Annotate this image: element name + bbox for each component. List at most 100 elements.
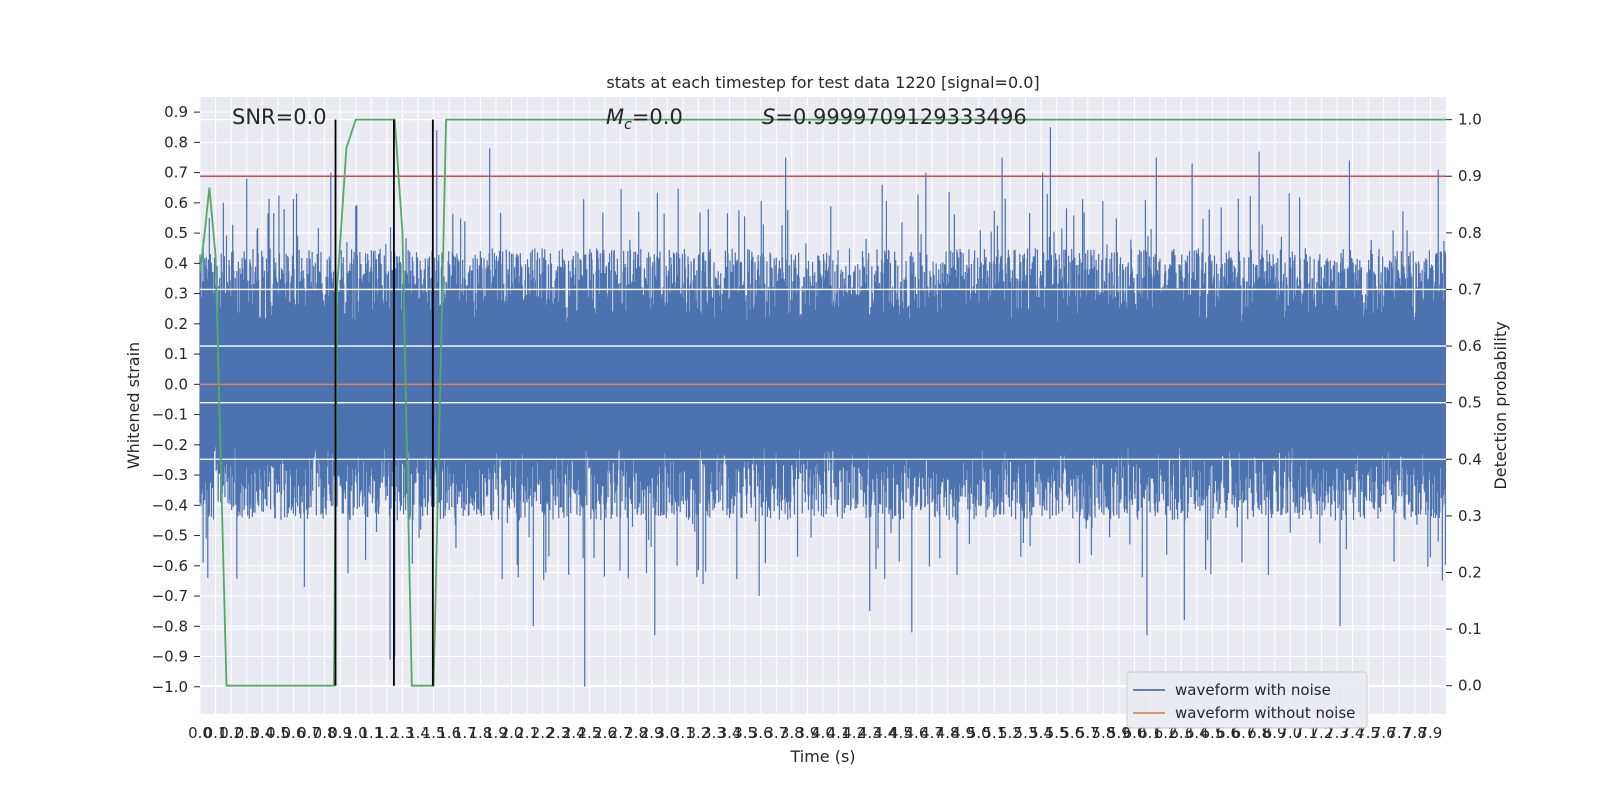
x-tick-label: 0.8: [313, 724, 337, 742]
x-tick-label: 7.7: [1387, 724, 1411, 742]
legend-label-waveform-without-noise: waveform without noise: [1175, 704, 1355, 722]
x-tick-label: 0.3: [235, 724, 259, 742]
x-tick-label: 0.0: [188, 724, 212, 742]
x-tick-label: 4.8: [936, 724, 960, 742]
y-tick-label: 0.9: [164, 103, 188, 121]
x-tick-label: 3.0: [655, 724, 679, 742]
x-tick-label: 7.9: [1418, 724, 1442, 742]
mc-value: =0.0: [632, 105, 683, 129]
y-tick-label: −0.2: [152, 436, 188, 454]
x-axis-label: Time (s): [789, 747, 855, 766]
x-tick-label: 3.2: [686, 724, 710, 742]
y-axis-label: Whitened strain: [124, 342, 143, 469]
right-y-tick-label: 0.6: [1458, 337, 1482, 355]
x-tick-label: 2.3: [546, 724, 570, 742]
x-tick-label: 1.1: [359, 724, 383, 742]
x-tick-label: 0.2: [219, 724, 243, 742]
right-y-tick-label: 0.4: [1458, 450, 1482, 468]
x-tick-label: 3.4: [718, 724, 742, 742]
y-tick-label: 0.8: [164, 133, 188, 151]
y-tick-label: 0.1: [164, 345, 188, 363]
legend-box: [1126, 671, 1368, 729]
y-tick-label: 0.0: [164, 375, 188, 393]
y-tick-label: 0.6: [164, 194, 188, 212]
x-tick-label: 2.5: [577, 724, 601, 742]
x-tick-label: 4.6: [905, 724, 929, 742]
x-tick-label: 2.6: [593, 724, 617, 742]
x-tick-label: 4.4: [873, 724, 897, 742]
x-tick-label: 5.6: [1060, 724, 1084, 742]
vertical-markers: [334, 119, 434, 686]
mc-subscript: c: [624, 117, 632, 133]
x-tick-label: 4.3: [858, 724, 882, 742]
x-tick-label: 1.3: [391, 724, 415, 742]
right-y-tick-label: 0.1: [1458, 620, 1482, 638]
score-annotation: S=0.9999709129333496: [762, 105, 1027, 129]
s-value: =0.9999709129333496: [775, 105, 1026, 129]
y-tick-label: −0.3: [152, 466, 188, 484]
x-tick-label: 5.7: [1076, 724, 1100, 742]
legend-label-waveform-with-noise: waveform with noise: [1175, 681, 1331, 699]
right-y-tick-label: 0.7: [1458, 280, 1482, 298]
x-tick-label: 5.8: [1091, 724, 1115, 742]
chirp-mass-annotation: Mc=0.0: [606, 105, 683, 133]
reference-lines: [200, 175, 1446, 386]
x-tick-label: 0.1: [204, 724, 228, 742]
y-tick-label: 0.2: [164, 315, 188, 333]
x-tick-label: 5.0: [967, 724, 991, 742]
x-tick-label: 4.1: [827, 724, 851, 742]
right-y-tick-label: 0.2: [1458, 563, 1482, 581]
x-tick-label: 1.2: [375, 724, 399, 742]
x-tick-label: 2.9: [640, 724, 664, 742]
y-tick-label: −0.6: [152, 557, 188, 575]
s-symbol: S: [762, 105, 775, 129]
noisy-waveform-line: [199, 127, 1447, 687]
right-y-tick-label: 0.0: [1458, 677, 1482, 695]
x-tick-label: 3.6: [749, 724, 773, 742]
x-tick-label: 5.9: [1107, 724, 1131, 742]
chart-title: stats at each timestep for test data 122…: [606, 73, 1039, 92]
x-tick-label: 2.4: [562, 724, 586, 742]
x-tick-label: 1.7: [453, 724, 477, 742]
x-tick-label: 1.9: [484, 724, 508, 742]
x-tick-label: 3.1: [671, 724, 695, 742]
x-tick-label: 5.5: [1045, 724, 1069, 742]
x-tick-label: 4.9: [951, 724, 975, 742]
right-y-tick-label: 0.8: [1458, 224, 1482, 242]
y-tick-label: −0.1: [152, 406, 188, 424]
y-tick-label: −0.7: [152, 587, 188, 605]
y-tick-label: 0.5: [164, 224, 188, 242]
x-tick-label: 2.2: [531, 724, 555, 742]
x-tick-label: 5.2: [998, 724, 1022, 742]
x-tick-label: 0.7: [297, 724, 321, 742]
x-tick-label: 7.8: [1403, 724, 1427, 742]
x-tick-label: 0.6: [282, 724, 306, 742]
x-tick-label: 2.0: [500, 724, 524, 742]
detection-probability-series: [199, 118, 1446, 687]
y-tick-label: −0.9: [152, 648, 188, 666]
y-tick-label: 0.7: [164, 164, 188, 182]
x-tick-label: 3.9: [795, 724, 819, 742]
x-tick-label: 2.8: [624, 724, 648, 742]
right-y-axis-ticks: 1.0 0.9 0.8 0.7 0.6 0.5 0.4 0.3 0.2 0.1 0.0: [1446, 111, 1482, 695]
right-y-tick-label: 0.5: [1458, 394, 1482, 412]
y-axis-ticks: 0.9 0.8 0.7 0.6 0.5 0.4 0.3 0.2 0.1 0.0 −0.1 −0.2 −0…: [152, 103, 200, 696]
x-tick-label: 5.1: [982, 724, 1006, 742]
x-tick-label: 1.4: [406, 724, 430, 742]
x-tick-label: 3.3: [702, 724, 726, 742]
x-tick-label: 5.3: [1014, 724, 1038, 742]
mc-symbol: M: [606, 105, 624, 129]
right-y-axis-label: Detection probability: [1491, 321, 1510, 489]
y-tick-label: 0.3: [164, 285, 188, 303]
x-tick-label: 0.9: [328, 724, 352, 742]
right-y-tick-label: 0.3: [1458, 507, 1482, 525]
x-tick-label: 2.1: [515, 724, 539, 742]
x-tick-label: 7.6: [1372, 724, 1396, 742]
x-tick-label: 4.5: [889, 724, 913, 742]
x-tick-label: 3.5: [733, 724, 757, 742]
y-tick-label: −0.5: [152, 527, 188, 545]
legend: waveform with noise waveform without noi…: [1126, 671, 1368, 729]
y-tick-label: −0.4: [152, 496, 188, 514]
x-tick-label: 1.5: [422, 724, 446, 742]
